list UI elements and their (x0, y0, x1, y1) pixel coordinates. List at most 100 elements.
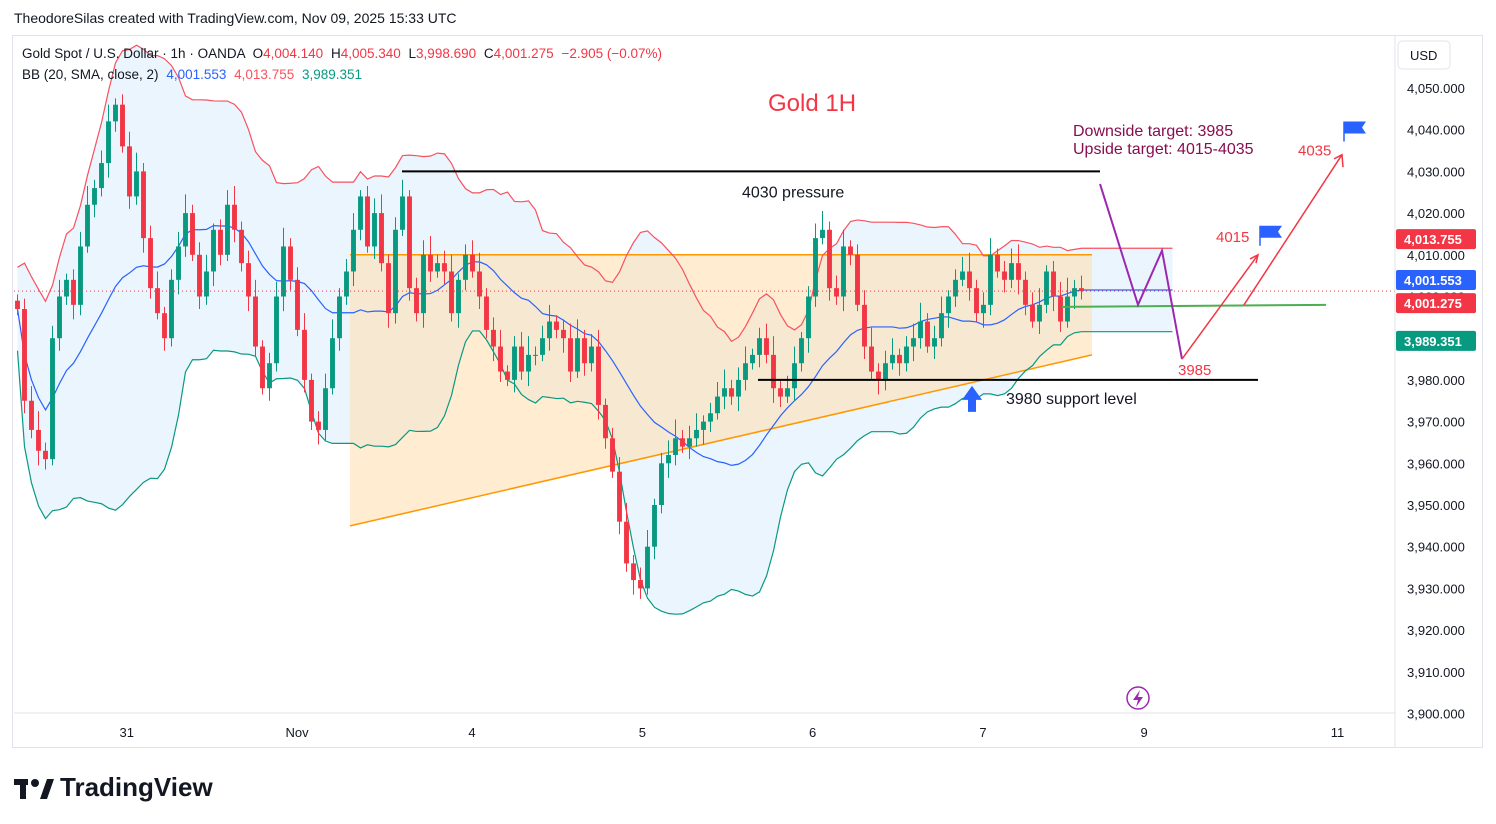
candle-body (974, 288, 979, 314)
candle-body (764, 338, 769, 355)
price-tag (1396, 293, 1476, 314)
candle-body (554, 321, 559, 330)
candle-body (246, 263, 251, 297)
candle-body (442, 263, 447, 272)
candle-body (617, 471, 622, 522)
high-label: H (330, 46, 341, 61)
projection-path-up-1 (1181, 254, 1259, 360)
candle-body (29, 400, 34, 430)
currency-button[interactable] (1397, 40, 1451, 70)
bb-legend: BB (20, SMA, close, 2) 4,001.553 4,013.7… (22, 67, 362, 82)
candle-body (358, 196, 363, 230)
flag-4035-icon (1344, 121, 1366, 134)
candle-body (449, 271, 454, 314)
candle-body (302, 329, 307, 380)
y-tick-label: 3,950.000 (1407, 498, 1465, 513)
candle-body (64, 279, 69, 297)
candle-body (78, 246, 83, 305)
candle-body (428, 254, 433, 272)
candle-body (85, 204, 90, 247)
candle-body (309, 379, 314, 422)
lightning-icon[interactable] (1126, 686, 1150, 710)
candle-body (659, 463, 664, 505)
change-value: −2.905 (−0.07%) (561, 46, 663, 61)
downside-target-text: Downside target: 3985 (1073, 123, 1233, 140)
candle-body (939, 313, 944, 339)
candle-body (568, 338, 573, 372)
candle-body (645, 546, 650, 589)
candle-body (372, 213, 377, 247)
candle-body (1058, 296, 1063, 322)
candle-body (253, 296, 258, 347)
tradingview-logo-icon (14, 778, 54, 799)
candle-body (57, 296, 62, 339)
candle-body (1065, 296, 1070, 322)
candle-body (596, 346, 601, 405)
candle-body (295, 279, 300, 330)
candle-body (722, 388, 727, 397)
candle-body (484, 296, 489, 330)
candle-body (981, 304, 986, 314)
candle-body (897, 354, 902, 364)
y-tick-label: 3,910.000 (1407, 665, 1465, 680)
candle-body (169, 279, 174, 339)
candle-body (806, 296, 811, 339)
candle-body (960, 271, 965, 280)
candle-body (946, 296, 951, 314)
candle-body (421, 254, 426, 314)
brand-name: TradingView (60, 772, 213, 802)
support-label: 3980 support level (1006, 391, 1137, 408)
candle-body (379, 213, 384, 264)
candle-body (785, 388, 790, 397)
candle-body (344, 271, 349, 297)
candle-body (883, 363, 888, 380)
candle-body (225, 204, 230, 255)
candle-body (1072, 288, 1077, 297)
candle-body (540, 338, 545, 355)
x-tick-label: 6 (809, 725, 816, 740)
candle-body (113, 104, 118, 122)
arrowhead-4035 (1333, 153, 1344, 168)
bb-basis-value: 4,001.553 (166, 67, 227, 82)
chart-title: Gold 1H (768, 90, 856, 117)
candle-body (71, 279, 76, 305)
x-tick-label: 31 (120, 725, 134, 740)
candle-body (1037, 304, 1042, 322)
y-tick-label: 4,020.000 (1407, 206, 1465, 221)
candle-body (953, 279, 958, 297)
x-tick-label: 11 (1331, 725, 1345, 740)
candle-body (715, 396, 720, 414)
candle-body (1051, 271, 1056, 297)
candle-body (589, 346, 594, 364)
candle-body (652, 505, 657, 547)
candle-body (22, 309, 27, 401)
price-tag-label: 4,013.755 (1404, 232, 1462, 247)
price-tag (1396, 330, 1476, 351)
symbol-name: Gold Spot / U.S. Dollar · 1h · OANDA (22, 46, 245, 61)
candle-body (792, 363, 797, 389)
candle-body (50, 338, 55, 460)
candle-body (1009, 263, 1014, 280)
tradingview-logo[interactable]: TradingView (14, 772, 213, 803)
x-tick-label: 9 (1141, 725, 1148, 740)
candle-body (904, 346, 909, 364)
candle-body (232, 204, 237, 230)
candle-body (1002, 271, 1007, 280)
y-tick-label: 4,030.000 (1407, 164, 1465, 179)
candle-body (701, 421, 706, 430)
candle-body (435, 263, 440, 272)
ohlc-legend: Gold Spot / U.S. Dollar · 1h · OANDA O4,… (22, 46, 662, 61)
candle-body (750, 354, 755, 364)
candle-body (519, 346, 524, 372)
candle-body (680, 438, 685, 447)
bb-lower-value: 3,989.351 (301, 67, 363, 82)
candle-body (106, 121, 111, 164)
candle-body (757, 338, 762, 355)
candle-body (288, 246, 293, 280)
candle-body (876, 371, 881, 380)
candle-body (414, 288, 419, 314)
candle-body (736, 379, 741, 397)
y-tick-label: 3,930.000 (1407, 581, 1465, 596)
projection-path-up-2 (1243, 154, 1343, 306)
